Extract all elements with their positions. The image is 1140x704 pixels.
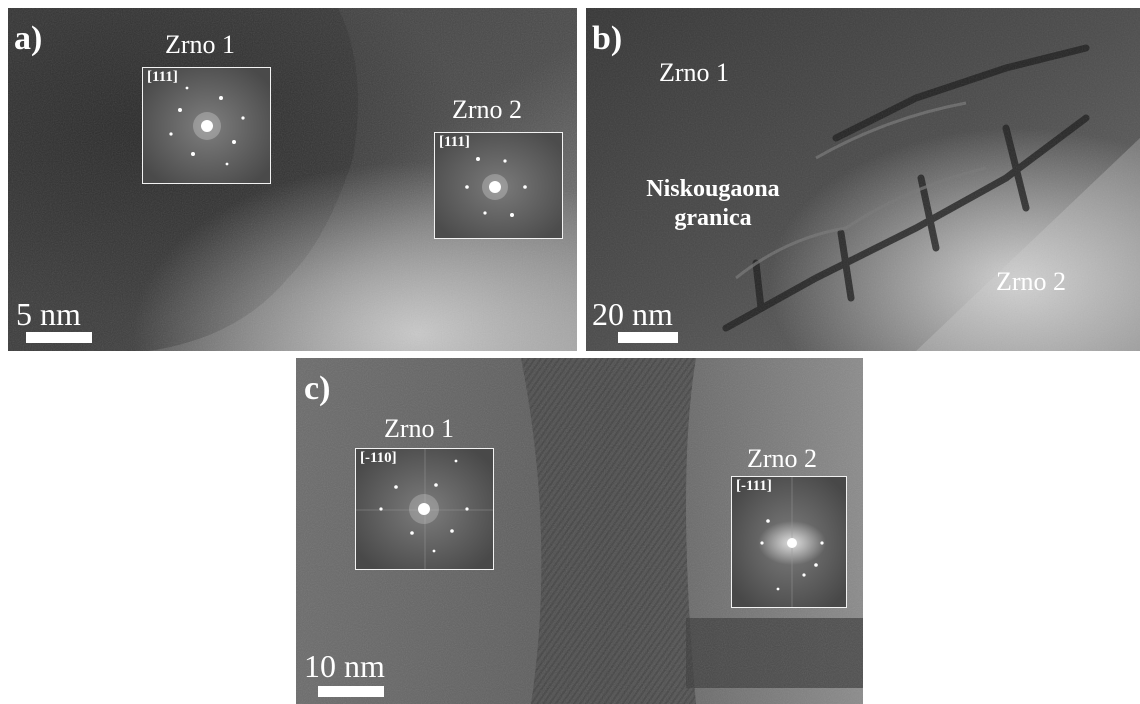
panel-c-fft-inset-grain2: [-111] bbox=[731, 476, 847, 608]
panel-a-fft-inset-grain2: [111] bbox=[434, 132, 563, 239]
panel-a-label: a) bbox=[14, 20, 43, 57]
boundary-label-line2: granica bbox=[674, 204, 752, 231]
panel-c-zone-axis-1: [-110] bbox=[360, 450, 397, 466]
panel-a-grain1-label: Zrno 1 bbox=[165, 30, 236, 59]
fft-pattern-a1 bbox=[143, 68, 270, 183]
panel-a-zone-axis-2: [111] bbox=[439, 134, 470, 150]
panel-c-scale-bar bbox=[318, 686, 384, 697]
panel-b-grain1-label: Zrno 1 bbox=[659, 58, 730, 87]
panel-a-scale-label: 5 nm bbox=[16, 296, 81, 332]
tem-panel-c: c) Zrno 1 [-110] Zrno 2 bbox=[296, 358, 863, 704]
fft-pattern-c2 bbox=[732, 477, 846, 607]
panel-a-scale-bar bbox=[26, 332, 92, 343]
panel-c-grain1-label: Zrno 1 bbox=[384, 414, 455, 443]
panel-c-grain2-label: Zrno 2 bbox=[747, 444, 818, 473]
boundary-label-line1: Niskougaona bbox=[646, 176, 780, 202]
panel-c-zone-axis-2: [-111] bbox=[736, 478, 772, 494]
panel-c-fft-inset-grain1: [-110] bbox=[355, 448, 494, 570]
panel-c-label: c) bbox=[304, 370, 331, 407]
panel-b-grain2-label: Zrno 2 bbox=[996, 267, 1067, 296]
fft-pattern-a2 bbox=[435, 133, 562, 238]
tem-image-b bbox=[586, 8, 1140, 351]
tem-panel-a: a) Zrno 1 [111] Zrno 2 bbox=[8, 8, 577, 351]
panel-c-scale-label: 10 nm bbox=[304, 648, 385, 684]
panel-b-scale-label: 20 nm bbox=[592, 296, 673, 332]
panel-b-label: b) bbox=[592, 20, 623, 57]
panel-a-fft-inset-grain1: [111] bbox=[142, 67, 271, 184]
low-angle-boundary-label: Niskougaona granica bbox=[628, 175, 798, 233]
fft-pattern-c1 bbox=[356, 449, 493, 569]
panel-b-scale-bar bbox=[618, 332, 678, 343]
panel-a-grain2-label: Zrno 2 bbox=[452, 95, 523, 124]
tem-panel-b: b) Zrno 1 Niskougaona granica Zrno 2 20 … bbox=[586, 8, 1140, 351]
panel-a-zone-axis-1: [111] bbox=[147, 69, 178, 85]
